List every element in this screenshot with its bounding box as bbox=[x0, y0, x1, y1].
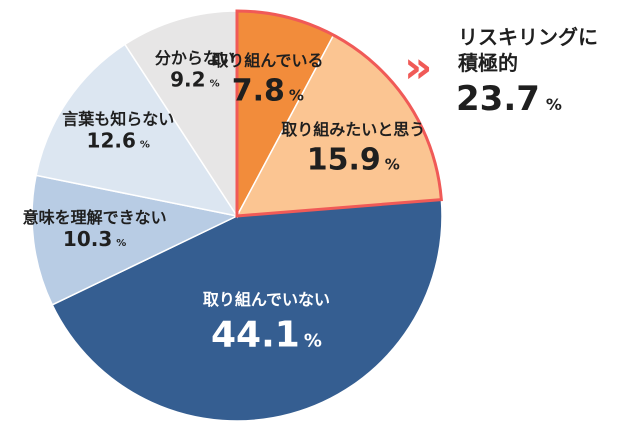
slice-label-4: 言葉も知らない bbox=[62, 109, 174, 128]
highlight-value: 23.7% bbox=[456, 79, 562, 119]
slice-label-5: 分からない bbox=[155, 49, 235, 68]
slice-value-2: 44.1% bbox=[211, 314, 322, 355]
pie-slice-3 bbox=[31, 174, 240, 306]
slice-value-1: 15.9% bbox=[307, 142, 400, 177]
slice-label-0: 取り組んでいる bbox=[212, 51, 323, 70]
highlight-border bbox=[235, 9, 443, 218]
slice-label-3: 意味を理解できない bbox=[23, 208, 167, 227]
pie-slices bbox=[31, 10, 443, 422]
slice-value-0: 7.8% bbox=[232, 74, 304, 109]
pie-slice-5 bbox=[123, 10, 238, 219]
slice-value-5: 9.2% bbox=[170, 68, 219, 92]
pie-slice-2 bbox=[51, 198, 443, 422]
slice-labels: 取り組んでいる 7.8 % 取り組みたいと思う 15.9 % 取り組んでいない 44.1 % 意味… bbox=[23, 49, 426, 356]
slice-value-4: 12.6% bbox=[87, 128, 150, 152]
highlight-arrow-icon: » bbox=[404, 42, 432, 93]
highlight-label-line1: リスキリングに bbox=[458, 25, 598, 49]
highlight-label-line2: 積極的 bbox=[458, 51, 518, 75]
slice-value-3: 10.3% bbox=[63, 227, 126, 251]
pie-slice-4 bbox=[35, 43, 239, 218]
slice-label-2: 取り組んでいない bbox=[203, 290, 330, 309]
slice-label-1: 取り組みたいと思う bbox=[281, 120, 425, 139]
